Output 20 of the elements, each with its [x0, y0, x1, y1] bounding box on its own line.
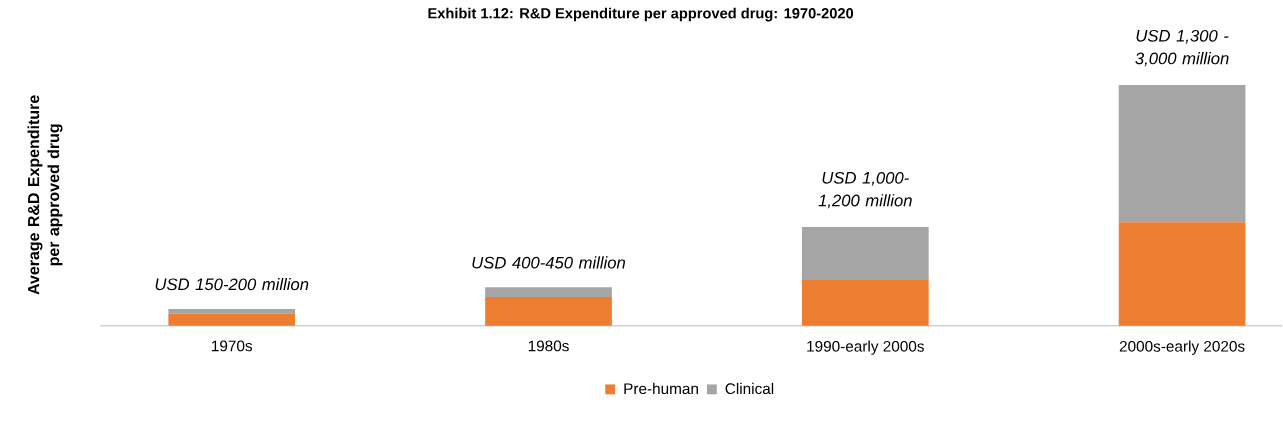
- y-axis-title: Average R&D Expenditure per approved drug: [27, 95, 63, 295]
- x-tick-label: 1990-early 2000s: [807, 340, 924, 355]
- bar: [801, 280, 929, 326]
- annotation: USD 400-450 million: [472, 256, 626, 269]
- annotation: USD 1,300 - 3,000 million: [1135, 30, 1229, 67]
- chart-title: Exhibit 1.12: R&D Expenditure per approved drug: 1970-2020: [428, 7, 854, 22]
- bar: [1118, 85, 1246, 223]
- bar: [485, 297, 612, 326]
- legend-label: Pre-human: [624, 382, 698, 395]
- bar: [168, 313, 296, 326]
- bar: [801, 227, 929, 281]
- legend-label: Clinical: [725, 382, 774, 395]
- x-tick-label: 1970s: [212, 340, 253, 352]
- x-tick-label: 1980s: [528, 340, 569, 352]
- annotation: USD 150-200 million: [155, 278, 309, 291]
- bar: [168, 309, 296, 314]
- annotation: USD 1,000-1,200 million: [818, 172, 912, 209]
- x-tick-label: 2000s-early 2020s: [1119, 340, 1245, 355]
- bar: [1118, 222, 1246, 326]
- bar: [485, 287, 612, 298]
